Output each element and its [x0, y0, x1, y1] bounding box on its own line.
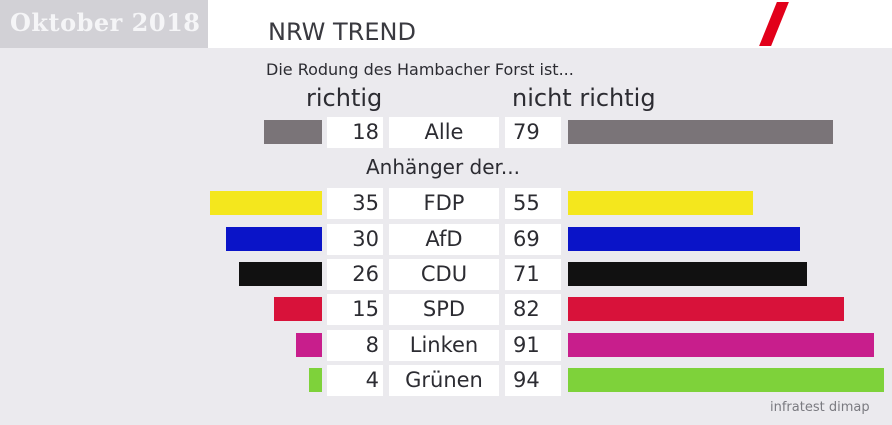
section-label: Anhänger der...	[366, 155, 521, 179]
logo-text: WDR	[698, 8, 756, 32]
bar-richtig	[274, 297, 322, 321]
value-richtig: 15	[327, 294, 383, 325]
series-label-nicht-richtig: nicht richtig	[512, 84, 656, 112]
bar-nicht-richtig	[568, 333, 874, 357]
value-nicht-richtig: 94	[505, 365, 561, 396]
bar-richtig	[210, 191, 322, 215]
bar-nicht-richtig	[568, 262, 807, 286]
value-richtig: 26	[327, 259, 383, 290]
value-nicht-richtig: 79	[505, 117, 561, 148]
value-nicht-richtig: 71	[505, 259, 561, 290]
header-bar: Oktober 2018 NRW TREND WDR HD	[0, 0, 892, 48]
category-label: AfD	[389, 224, 499, 255]
value-nicht-richtig: 91	[505, 330, 561, 361]
bar-nicht-richtig	[568, 297, 844, 321]
category-label: Grünen	[389, 365, 499, 396]
series-label-richtig: richtig	[306, 84, 383, 112]
bar-nicht-richtig	[568, 191, 753, 215]
bar-richtig	[238, 262, 322, 286]
value-richtig: 8	[327, 330, 383, 361]
value-nicht-richtig: 82	[505, 294, 561, 325]
wdr-logo: WDR HD	[698, 2, 818, 46]
category-label: Linken	[389, 330, 499, 361]
source-label: infratest dimap	[770, 400, 870, 415]
category-label: CDU	[389, 259, 499, 290]
bar-richtig	[309, 368, 322, 392]
bar-richtig	[296, 333, 322, 357]
bar-nicht-richtig	[568, 227, 800, 251]
value-richtig: 35	[327, 188, 383, 219]
value-richtig: 18	[327, 117, 383, 148]
date-panel: Oktober 2018	[0, 0, 208, 48]
bar-richtig	[264, 120, 322, 144]
bar-richtig	[226, 227, 322, 251]
value-nicht-richtig: 55	[505, 188, 561, 219]
value-richtig: 30	[327, 224, 383, 255]
logo-stroke-icon	[759, 2, 789, 46]
value-nicht-richtig: 69	[505, 224, 561, 255]
category-label: FDP	[389, 188, 499, 219]
logo-suffix: HD	[790, 10, 809, 24]
bar-nicht-richtig	[568, 368, 884, 392]
chart-question: Die Rodung des Hambacher Forst ist...	[266, 60, 574, 79]
date-label: Oktober 2018	[10, 8, 201, 37]
page-title: NRW TREND	[268, 18, 416, 46]
category-label: SPD	[389, 294, 499, 325]
bar-nicht-richtig	[568, 120, 834, 144]
value-richtig: 4	[327, 365, 383, 396]
category-label: Alle	[389, 117, 499, 148]
